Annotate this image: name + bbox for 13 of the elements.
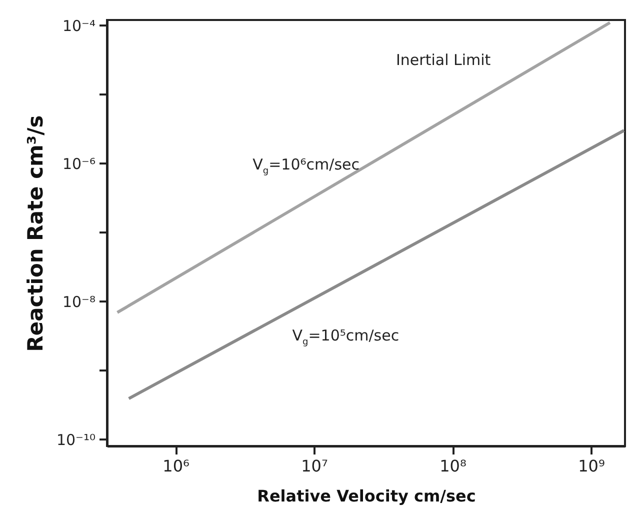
annotation: Inertial Limit xyxy=(396,51,491,69)
y-axis-title: Reaction Rate cm³/s xyxy=(23,115,48,352)
y-tick-label: 10⁻⁴ xyxy=(62,16,96,35)
x-tick-label: 10⁸ xyxy=(440,456,466,476)
x-tick-label: 10⁷ xyxy=(301,456,328,476)
y-tick-label: 10⁻⁶ xyxy=(62,154,96,173)
x-tick-label: 10⁶ xyxy=(162,456,190,476)
x-tick-label: 10⁹ xyxy=(578,456,605,476)
series-label: V$_{g}$=10⁶cm/sec xyxy=(252,155,360,176)
series-label: V$_{g}$=10⁵cm/sec xyxy=(292,326,400,348)
x-axis-title: Relative Velocity cm/sec xyxy=(257,486,476,506)
y-tick-label: 10⁻¹⁰ xyxy=(56,430,96,449)
y-tick-label: 10⁻⁸ xyxy=(62,292,96,311)
